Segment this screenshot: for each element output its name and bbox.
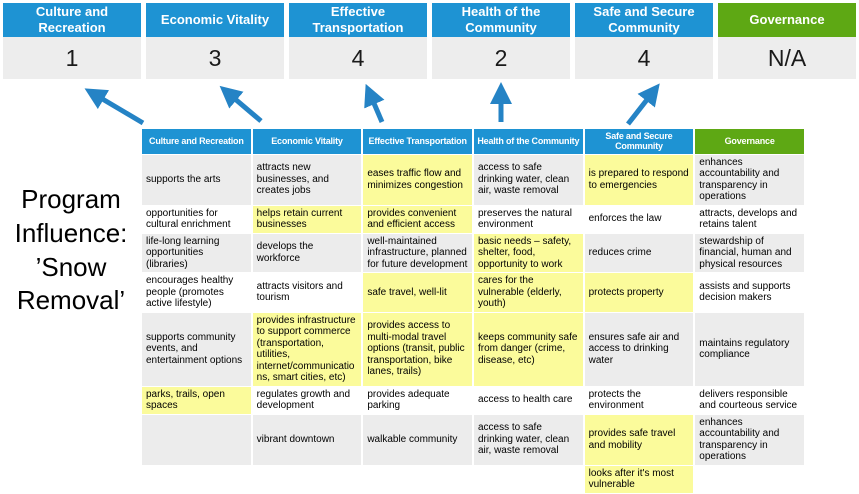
scorecard-column: Culture and Recreation 1 (3, 3, 141, 79)
matrix-cell: provides access to multi-modal travel op… (363, 312, 472, 386)
pillar-header-safe-secure: Safe and Secure Community (575, 3, 713, 37)
matrix-cell: protects property (584, 273, 694, 312)
matrix-cell: attracts visitors and tourism (252, 273, 362, 312)
up-arrow-icon (626, 83, 660, 126)
scorecard-column: Health of the Community 2 (432, 3, 570, 79)
pillar-header-health-community: Health of the Community (432, 3, 570, 37)
matrix-cell: assists and supports decision makers (695, 273, 804, 312)
matrix-cell (363, 465, 472, 493)
matrix-row: supports the arts attracts new businesse… (142, 154, 804, 205)
matrix-cell: reduces crime (584, 233, 694, 273)
matrix-cell: stewardship of financial, human and phys… (695, 233, 804, 273)
matrix-cell: helps retain current businesses (252, 205, 362, 233)
scorecard-column: Governance N/A (718, 3, 856, 79)
pillar-score-health-community: 2 (432, 37, 570, 79)
matrix-cell: opportunities for cultural enrichment (142, 205, 251, 233)
matrix-cell: provides convenient and efficient access (363, 205, 472, 233)
matrix-header-effective-transportation: Effective Transportation (363, 129, 472, 154)
pillar-header-governance: Governance (718, 3, 856, 37)
matrix-cell: provides safe travel and mobility (584, 414, 694, 465)
pillar-score-effective-transportation: 4 (289, 37, 427, 79)
matrix-cell: attracts new businesses, and creates job… (252, 154, 362, 205)
up-arrow-icon (84, 88, 145, 126)
up-arrow-icon (364, 83, 385, 123)
pillar-header-culture-recreation: Culture and Recreation (3, 3, 141, 37)
matrix-row: opportunities for cultural enrichment he… (142, 205, 804, 233)
matrix-cell (142, 414, 251, 465)
matrix-header-health-community: Health of the Community (473, 129, 583, 154)
pillar-header-effective-transportation: Effective Transportation (289, 3, 427, 37)
matrix-row: supports community events, and entertain… (142, 312, 804, 386)
matrix-cell: is prepared to respond to emergencies (584, 154, 694, 205)
matrix-cell: vibrant downtown (252, 414, 362, 465)
matrix-cell: parks, trails, open spaces (142, 386, 251, 414)
pillar-score-culture-recreation: 1 (3, 37, 141, 79)
matrix-cell: protects the environment (584, 386, 694, 414)
matrix-cell: attracts, develops and retains talent (695, 205, 804, 233)
matrix-cell: safe travel, well-lit (363, 273, 472, 312)
matrix-row: life-long learning opportunities (librar… (142, 233, 804, 273)
matrix-header-row: Culture and Recreation Economic Vitality… (142, 129, 804, 154)
matrix-cell: supports the arts (142, 154, 251, 205)
matrix-cell: cares for the vulnerable (elderly, youth… (473, 273, 583, 312)
matrix-cell: maintains regulatory compliance (695, 312, 804, 386)
matrix-cell: preserves the natural environment (473, 205, 583, 233)
scorecard-column: Safe and Secure Community 4 (575, 3, 713, 79)
program-influence-label: Program Influence: ’Snow Removal’ (14, 184, 128, 316)
matrix-cell: regulates growth and development (252, 386, 362, 414)
matrix-cell: well-maintained infrastructure, planned … (363, 233, 472, 273)
matrix-header-economic-vitality: Economic Vitality (252, 129, 362, 154)
pillar-score-governance: N/A (718, 37, 856, 79)
matrix-cell: looks after it's most vulnerable (584, 465, 694, 493)
pillar-score-economic-vitality: 3 (146, 37, 284, 79)
matrix-header-safe-secure: Safe and Secure Community (584, 129, 694, 154)
matrix-cell: basic needs – safety, shelter, food, opp… (473, 233, 583, 273)
matrix-cell: enhances accountability and transparency… (695, 154, 804, 205)
matrix-cell: life-long learning opportunities (librar… (142, 233, 251, 273)
matrix-cell: delivers responsible and courteous servi… (695, 386, 804, 414)
matrix-header-culture-recreation: Culture and Recreation (142, 129, 251, 154)
matrix-cell (252, 465, 362, 493)
matrix-row: vibrant downtown walkable community acce… (142, 414, 804, 465)
scorecard: Culture and Recreation 1 Economic Vitali… (0, 3, 859, 79)
matrix-cell: provides infrastructure to support comme… (252, 312, 362, 386)
matrix-cell: access to health care (473, 386, 583, 414)
matrix-cell: enforces the law (584, 205, 694, 233)
scorecard-column: Economic Vitality 3 (146, 3, 284, 79)
matrix-cell (473, 465, 583, 493)
matrix-cell: eases traffic flow and minimizes congest… (363, 154, 472, 205)
slide-canvas: { "colors": { "pillar_blue": "#1E93D3", … (0, 3, 859, 493)
matrix-header-governance: Governance (695, 129, 804, 154)
matrix-row: parks, trails, open spaces regulates gro… (142, 386, 804, 414)
matrix-cell: access to safe drinking water, clean air… (473, 414, 583, 465)
matrix-cell: keeps community safe from danger (crime,… (473, 312, 583, 386)
matrix-cell (142, 465, 251, 493)
matrix-cell: ensures safe air and access to drinking … (584, 312, 694, 386)
matrix-cell: supports community events, and entertain… (142, 312, 251, 386)
matrix-cell: enhances accountability and transparency… (695, 414, 804, 465)
matrix-row: looks after it's most vulnerable (142, 465, 804, 493)
matrix-cell (695, 465, 804, 493)
matrix-cell: develops the workforce (252, 233, 362, 273)
matrix-cell: encourages healthy people (promotes acti… (142, 273, 251, 312)
up-arrow-icon (219, 85, 263, 123)
matrix-cell: walkable community (363, 414, 472, 465)
pillar-score-safe-secure: 4 (575, 37, 713, 79)
matrix-row: encourages healthy people (promotes acti… (142, 273, 804, 312)
scorecard-column: Effective Transportation 4 (289, 3, 427, 79)
matrix-cell: access to safe drinking water, clean air… (473, 154, 583, 205)
influence-matrix: Culture and Recreation Economic Vitality… (140, 128, 806, 494)
matrix-cell: provides adequate parking (363, 386, 472, 414)
pillar-header-economic-vitality: Economic Vitality (146, 3, 284, 37)
